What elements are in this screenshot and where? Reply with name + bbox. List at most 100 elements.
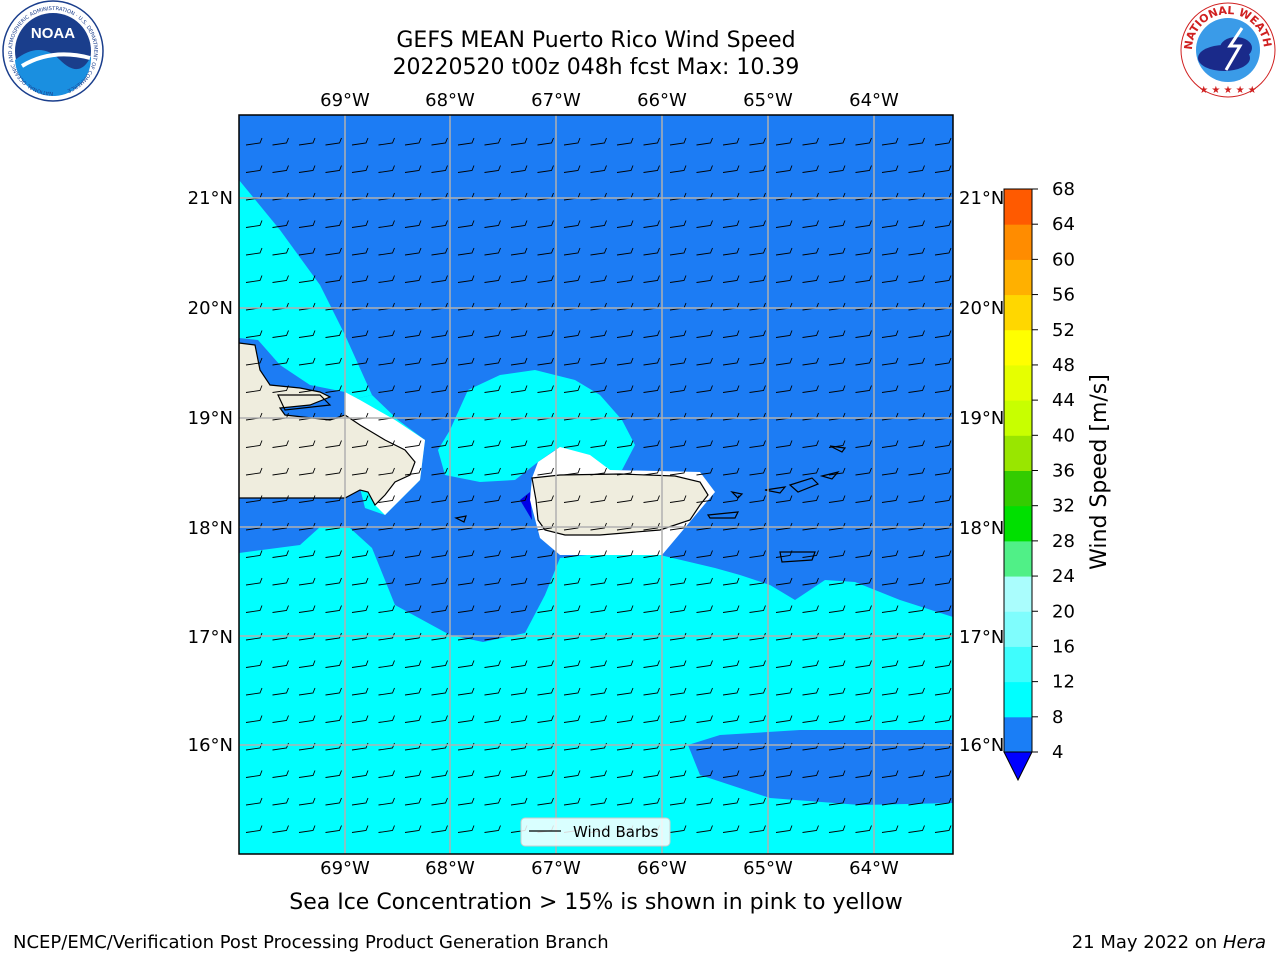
wind-barb: [272, 797, 289, 806]
wind-barb: [537, 550, 554, 558]
wind-barb: [537, 632, 554, 641]
wind-barb: [404, 715, 422, 723]
wind-barb: [802, 632, 819, 641]
wind-barb: [908, 220, 925, 228]
wind-barb: [245, 440, 263, 448]
wind-barb: [378, 825, 395, 833]
wind-barb: [696, 687, 713, 696]
wind-barb: [378, 385, 395, 393]
wind-barb: [855, 825, 872, 833]
wind-barb: [696, 137, 713, 146]
wind-barb: [855, 770, 872, 778]
wind-barb: [908, 247, 925, 256]
wind-barb: [802, 357, 819, 366]
colorbar-segment: [1004, 435, 1032, 471]
wind-barb: [881, 577, 899, 586]
wind-barb: [272, 440, 289, 448]
wind-barb: [881, 247, 899, 256]
wind-barb: [404, 577, 422, 586]
wind-barb: [404, 687, 422, 696]
wind-barb: [749, 825, 766, 833]
wind-barb: [351, 275, 369, 283]
wind-barb: [272, 605, 289, 613]
wind-barb: [722, 357, 740, 366]
wind-barb: [590, 577, 607, 586]
wind-barb: [272, 660, 289, 668]
wind-barb: [537, 522, 554, 531]
wind-barb: [802, 660, 819, 668]
wind-barb: [643, 220, 660, 228]
wind-barb: [351, 495, 369, 503]
wind-barb: [351, 687, 369, 696]
colorbar-segment: [1004, 294, 1032, 331]
wind-barb: [669, 137, 687, 146]
wind-barb: [643, 247, 660, 256]
wind-barb: [696, 357, 713, 366]
wind-barb: [298, 330, 316, 338]
wind-barb: [643, 550, 660, 558]
coastline-anegada: [829, 445, 847, 453]
wind-barb: [802, 137, 819, 146]
wind-barb: [881, 660, 899, 668]
wind-barb: [881, 275, 899, 283]
wind-barb: [484, 715, 501, 723]
wind-barb: [696, 440, 713, 448]
lon-label-bottom-65w: 65°W: [743, 858, 793, 879]
wind-barb: [934, 632, 952, 641]
wind-barb: [881, 632, 899, 641]
wind-barb: [298, 550, 316, 558]
lat-label-left-21n: 21°N: [188, 188, 233, 209]
wind-barb: [908, 770, 925, 778]
wind-barb: [378, 632, 395, 641]
wind-barb: [669, 825, 687, 833]
wind-barb: [590, 495, 607, 503]
wind-barb: [643, 330, 660, 338]
wind-barb: [272, 495, 289, 503]
wind-barb: [908, 330, 925, 338]
wind-barb: [828, 165, 846, 173]
wind-barb: [351, 715, 369, 723]
wind-barb: [245, 385, 263, 393]
wind-barb: [881, 137, 899, 146]
wind-barb: [881, 797, 899, 806]
wind-barb: [298, 385, 316, 393]
lon-label-bottom-64w: 64°W: [849, 858, 899, 879]
wind-barb: [881, 467, 899, 476]
wind-barb: [616, 577, 634, 586]
wind-barb: [828, 687, 846, 696]
wind-barb: [563, 440, 581, 448]
wind-barb: [828, 660, 846, 668]
wind-barb: [722, 825, 740, 833]
wind-barb: [802, 797, 819, 806]
wind-barb: [802, 550, 819, 558]
wind-barb: [484, 522, 501, 531]
wind-barb: [828, 275, 846, 283]
wind-barb: [881, 385, 899, 393]
wind-barb: [722, 550, 740, 558]
wind-barb: [669, 687, 687, 696]
wind-barb: [457, 715, 475, 723]
wind-barb: [590, 220, 607, 228]
wind-barb: [457, 522, 475, 531]
wind-barb: [908, 385, 925, 393]
wind-barb: [245, 825, 263, 833]
wind-barb: [510, 550, 528, 558]
wind-barb: [722, 275, 740, 283]
wind-barb: [351, 797, 369, 806]
wind-barb: [802, 247, 819, 256]
colorbar-tick-label: 68: [1052, 179, 1075, 200]
footer-host: Hera: [1222, 932, 1266, 953]
wind-barb: [855, 247, 872, 256]
wind-barb: [749, 522, 766, 531]
colorbar-tick-label: 60: [1052, 249, 1075, 270]
wind-barb: [484, 687, 501, 696]
colorbar-segment: [1004, 224, 1032, 260]
wind-barb: [669, 715, 687, 723]
wind-barb: [563, 632, 581, 641]
wind-barb: [537, 687, 554, 696]
wind-barb: [484, 165, 501, 173]
wind-barb: [696, 660, 713, 668]
wind-barb: [378, 660, 395, 668]
wind-barb: [908, 797, 925, 806]
wind-barb: [404, 247, 422, 256]
